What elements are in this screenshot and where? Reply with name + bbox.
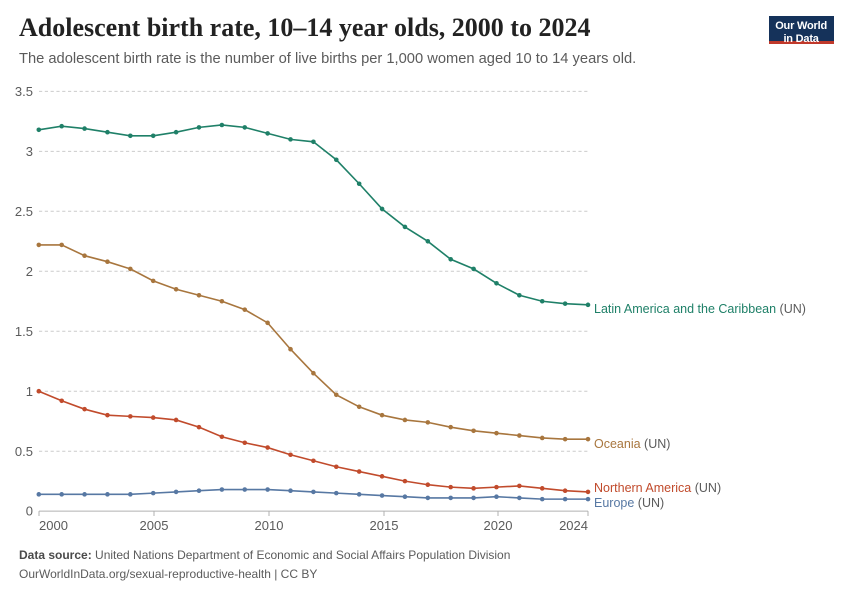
svg-text:2015: 2015 xyxy=(370,518,399,533)
svg-text:3: 3 xyxy=(26,144,33,159)
svg-text:2010: 2010 xyxy=(255,518,284,533)
svg-text:0: 0 xyxy=(26,504,33,519)
svg-text:Northern America (UN): Northern America (UN) xyxy=(594,481,721,495)
svg-text:2.5: 2.5 xyxy=(15,204,33,219)
svg-text:2: 2 xyxy=(26,264,33,279)
svg-text:1: 1 xyxy=(26,384,33,399)
svg-text:2005: 2005 xyxy=(140,518,169,533)
svg-text:2024: 2024 xyxy=(559,518,588,533)
svg-text:2000: 2000 xyxy=(39,518,68,533)
svg-text:Latin America and the Caribbea: Latin America and the Caribbean (UN) xyxy=(594,302,806,316)
svg-text:1.5: 1.5 xyxy=(15,324,33,339)
svg-text:3.5: 3.5 xyxy=(15,84,33,99)
svg-text:2020: 2020 xyxy=(484,518,513,533)
svg-text:0.5: 0.5 xyxy=(15,444,33,459)
svg-text:Oceania (UN): Oceania (UN) xyxy=(594,437,670,451)
svg-text:Europe (UN): Europe (UN) xyxy=(594,496,664,510)
